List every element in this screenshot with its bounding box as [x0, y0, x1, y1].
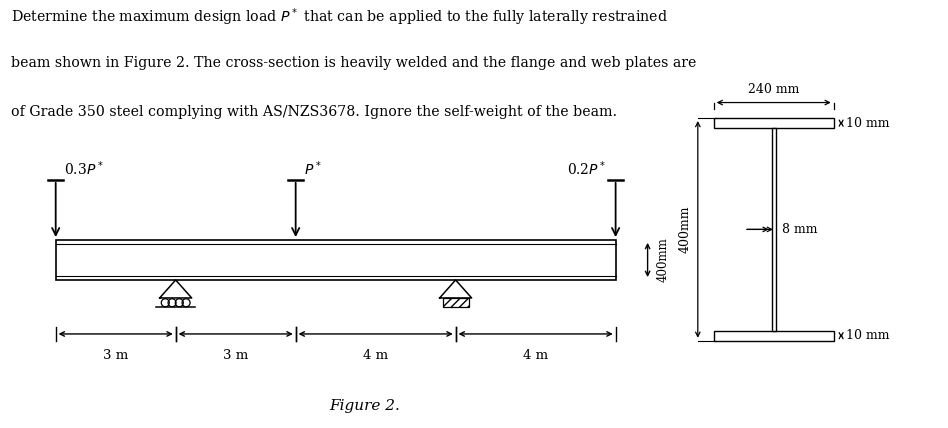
Text: 4 m: 4 m: [363, 349, 389, 362]
Text: 10 mm: 10 mm: [847, 117, 889, 130]
Text: of Grade 350 steel complying with AS/NZS3678. Ignore the self-weight of the beam: of Grade 350 steel complying with AS/NZS…: [11, 105, 617, 119]
Text: 3 m: 3 m: [103, 349, 128, 362]
Bar: [714, 118, 833, 128]
Text: 240 mm: 240 mm: [748, 83, 799, 96]
Text: 3 m: 3 m: [223, 349, 248, 362]
Bar: [772, 128, 775, 331]
Text: Figure 2.: Figure 2.: [330, 399, 400, 413]
Text: 0.3$P^*$: 0.3$P^*$: [64, 159, 104, 178]
Text: 8 mm: 8 mm: [782, 223, 817, 236]
Text: 400mm: 400mm: [679, 206, 692, 253]
Text: 4 m: 4 m: [523, 349, 548, 362]
Text: beam shown in Figure 2. The cross-section is heavily welded and the flange and w: beam shown in Figure 2. The cross-sectio…: [11, 56, 697, 70]
Bar: [443, 298, 468, 307]
Bar: [714, 331, 833, 341]
Text: Determine the maximum design load $P^*$ that can be applied to the fully lateral: Determine the maximum design load $P^*$ …: [11, 6, 668, 28]
Text: 400mm: 400mm: [656, 238, 669, 282]
Text: 0.2$P^*$: 0.2$P^*$: [568, 159, 607, 178]
Text: 10 mm: 10 mm: [847, 329, 889, 342]
Bar: [56, 240, 615, 280]
Text: $P^*$: $P^*$: [304, 159, 322, 178]
